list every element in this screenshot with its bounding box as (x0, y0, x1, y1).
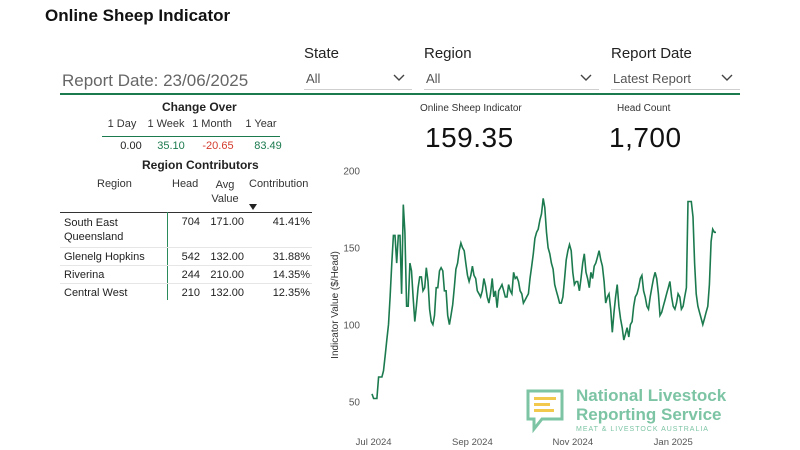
logo-text: National Livestock Reporting Service (576, 386, 726, 424)
report-date-dropdown-value: Latest Report (613, 71, 692, 86)
table-cell-contribution: 31.88% (272, 251, 310, 263)
divider (60, 265, 312, 266)
table-cell-contribution: 41.41% (272, 216, 310, 228)
table-cell-region: South East Queensland (64, 217, 124, 243)
y-tick-label: 150 (343, 244, 360, 255)
divider (167, 212, 168, 300)
region-dropdown-value: All (426, 71, 441, 86)
state-filter-label: State (304, 45, 340, 62)
x-tick-label: Sep 2024 (452, 437, 493, 448)
series-line[interactable] (371, 198, 716, 400)
table-cell-region: Central West (64, 287, 128, 299)
column-header-avg-value[interactable]: Avg Value (211, 179, 239, 205)
kpi-head-count-label: Head Count (617, 103, 671, 114)
table-cell-avg: 171.00 (210, 216, 244, 228)
logo-line-1: National Livestock (576, 386, 727, 405)
table-cell-avg: 132.00 (210, 251, 244, 263)
region-dropdown[interactable]: All (424, 68, 599, 90)
state-dropdown-value: All (306, 71, 321, 86)
change-over-title: Change Over (162, 100, 237, 114)
table-cell-head: 244 (181, 269, 200, 281)
change-over-header: 1 Day (107, 118, 137, 130)
change-over-header: 1 Week (147, 118, 185, 130)
kpi-head-count-value: 1,700 (609, 122, 682, 153)
table-cell-head: 704 (181, 216, 200, 228)
chevron-down-icon (580, 74, 592, 81)
nlrs-logo-icon (526, 389, 564, 434)
table-cell-region: Glenelg Hopkins (64, 251, 145, 263)
change-over-value: 35.10 (157, 140, 185, 152)
divider (60, 93, 740, 95)
state-dropdown[interactable]: All (304, 68, 412, 90)
kpi-indicator-label: Online Sheep Indicator (420, 103, 522, 114)
y-tick-label: 100 (343, 321, 360, 332)
divider (60, 283, 312, 284)
chevron-down-icon (721, 74, 733, 81)
region-contributors-title: Region Contributors (142, 158, 259, 172)
column-header-region[interactable]: Region (97, 178, 132, 190)
x-tick-label: Jul 2024 (356, 437, 392, 448)
column-header-head[interactable]: Head (172, 178, 199, 190)
indicator-line-chart[interactable]: Indicator Value ($/Head) 50 100 150 200 Jul… (320, 155, 740, 450)
change-over-value: 83.49 (254, 140, 282, 152)
divider (60, 212, 312, 213)
kpi-indicator-value: 159.35 (425, 122, 514, 153)
table-cell-contribution: 12.35% (272, 287, 310, 299)
table-cell-avg: 132.00 (210, 287, 244, 299)
y-axis-label: Indicator Value ($/Head) (330, 251, 341, 359)
table-cell-head: 542 (181, 251, 200, 263)
y-tick-label: 50 (349, 398, 361, 409)
report-date-filter-label: Report Date (611, 45, 692, 62)
change-over-header: 1 Month (192, 118, 232, 130)
x-tick-label: Jan 2025 (654, 437, 693, 448)
logo-line-2: Reporting Service (576, 405, 722, 424)
sort-descending-icon[interactable] (248, 204, 258, 210)
column-header-contribution[interactable]: Contribution (249, 178, 309, 190)
logo-tagline: MEAT & LIVESTOCK AUSTRALIA (576, 426, 709, 433)
table-cell-contribution: 14.35% (272, 269, 310, 281)
y-tick-label: 200 (343, 167, 360, 178)
report-date-dropdown[interactable]: Latest Report (611, 68, 740, 90)
change-over-value: 0.00 (120, 140, 142, 152)
table-cell-head: 210 (181, 287, 200, 299)
change-over-header: 1 Year (245, 118, 277, 130)
table-cell-avg: 210.00 (210, 269, 244, 281)
x-tick-label: Nov 2024 (552, 437, 593, 448)
change-over-value: -20.65 (202, 140, 234, 152)
divider (60, 247, 312, 248)
page-title: Online Sheep Indicator (45, 6, 231, 25)
region-filter-label: Region (424, 45, 472, 62)
chevron-down-icon (393, 74, 405, 81)
report-date-text: Report Date: 23/06/2025 (62, 71, 249, 90)
table-cell-region: Riverina (64, 269, 105, 281)
divider (102, 136, 280, 137)
